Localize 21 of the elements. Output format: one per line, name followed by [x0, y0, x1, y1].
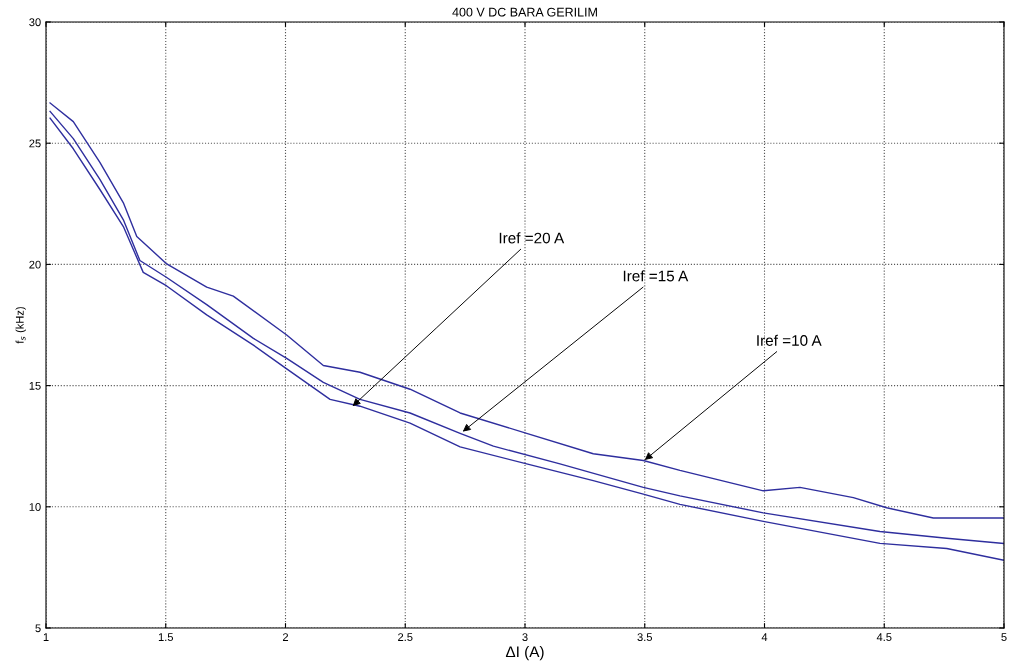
y-tick-label: 5	[35, 624, 41, 633]
x-axis-title: ΔI (A)	[505, 646, 544, 661]
y-tick-label: 30	[29, 18, 41, 27]
x-tick-label: 5	[1001, 633, 1007, 642]
x-tick-label: 3.5	[637, 633, 653, 642]
chart-title: 400 V DC BARA GERILIM	[452, 7, 597, 17]
y-tick-label: 10	[29, 503, 41, 511]
annotation: Iref =20 A	[499, 232, 565, 244]
x-tick-label: 2	[282, 633, 289, 641]
y-tick-label: 20	[29, 260, 41, 269]
annotation: Iref =15 A	[623, 270, 689, 282]
x-tick-label: 2.5	[398, 633, 413, 642]
y-tick-label: 25	[29, 139, 41, 148]
x-tick-label: 4	[761, 633, 768, 641]
x-tick-label: 3	[522, 633, 528, 642]
x-tick-label: 4.5	[876, 633, 892, 642]
x-tick-label: 1.5	[158, 633, 174, 642]
annotation: Iref =10 A	[757, 334, 822, 346]
y-axis-title: f$_{s}$ (kHz)	[15, 307, 26, 344]
x-tick-label: 1	[43, 633, 49, 641]
y-tick-label: 15	[29, 381, 41, 390]
